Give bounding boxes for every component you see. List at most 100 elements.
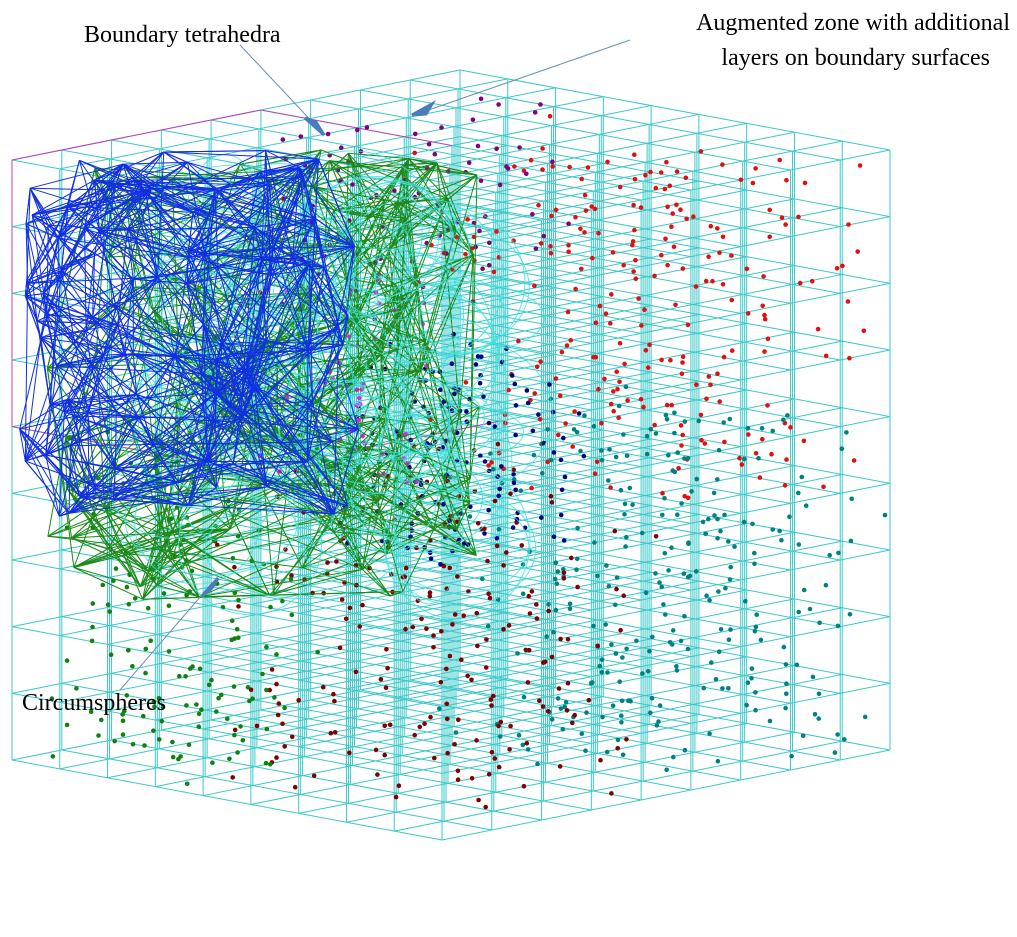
point [619, 713, 624, 718]
point [780, 215, 785, 220]
point [653, 571, 658, 576]
point [659, 170, 664, 175]
point [483, 459, 488, 464]
point [754, 625, 759, 630]
point [546, 602, 551, 607]
point [801, 734, 806, 739]
point [593, 471, 598, 476]
point [614, 651, 619, 656]
point [534, 246, 539, 251]
point [715, 371, 720, 376]
point [760, 437, 765, 442]
point [556, 433, 561, 438]
point [565, 708, 570, 713]
point [557, 686, 562, 691]
point [99, 718, 104, 723]
point [452, 392, 457, 397]
point [661, 602, 666, 607]
point [456, 769, 461, 774]
point [614, 587, 619, 592]
point [480, 577, 485, 582]
point [532, 391, 537, 396]
point [727, 637, 732, 642]
point [761, 274, 766, 279]
point [644, 348, 649, 353]
point [465, 217, 470, 222]
point [465, 674, 470, 679]
point [708, 383, 713, 388]
point [235, 750, 240, 755]
point [584, 710, 589, 715]
point [109, 652, 114, 657]
point [539, 515, 544, 520]
point [160, 719, 165, 724]
point [770, 429, 775, 434]
point [670, 211, 675, 216]
point [310, 591, 315, 596]
point [540, 167, 545, 172]
point [722, 440, 727, 445]
point [784, 662, 789, 667]
point [126, 648, 131, 653]
point [664, 768, 669, 773]
point [554, 376, 559, 381]
point [802, 439, 807, 444]
point [230, 618, 235, 623]
point [609, 402, 614, 407]
point [611, 703, 616, 708]
point [682, 614, 687, 619]
point [429, 556, 434, 561]
point [709, 224, 714, 229]
label-circumspheres: Circumspheres [22, 690, 166, 716]
point [650, 696, 655, 701]
point [315, 650, 320, 655]
point [394, 795, 399, 800]
point [840, 446, 845, 451]
point [810, 279, 815, 284]
figure: Boundary tetrahedra Augmented zone with … [0, 0, 1017, 937]
point [470, 776, 475, 781]
point [746, 311, 751, 316]
point [527, 594, 532, 599]
point [765, 403, 770, 408]
point [672, 245, 677, 250]
point [669, 224, 674, 229]
point [397, 783, 402, 788]
point [510, 373, 515, 378]
point [566, 310, 571, 315]
point [167, 649, 172, 654]
point [551, 410, 556, 415]
point [715, 226, 720, 231]
point [683, 419, 688, 424]
point [710, 279, 715, 284]
point [549, 251, 554, 256]
point [817, 692, 822, 697]
point [565, 343, 570, 348]
point [282, 706, 287, 711]
point [461, 613, 466, 618]
point [633, 177, 638, 182]
point [374, 748, 379, 753]
point [232, 565, 237, 570]
point [486, 463, 491, 468]
point [494, 146, 499, 151]
point [241, 738, 246, 743]
point [663, 612, 668, 617]
point [554, 208, 559, 213]
point [849, 497, 854, 502]
point [706, 517, 711, 522]
point [535, 762, 540, 767]
point [455, 574, 460, 579]
point [487, 241, 492, 246]
point [595, 460, 600, 465]
point [723, 586, 728, 591]
point [549, 214, 554, 219]
point [816, 716, 821, 721]
point [143, 671, 148, 676]
point [521, 592, 526, 597]
point [496, 442, 501, 447]
point [846, 299, 851, 304]
point [665, 403, 670, 408]
point [582, 413, 587, 418]
point [577, 411, 582, 416]
